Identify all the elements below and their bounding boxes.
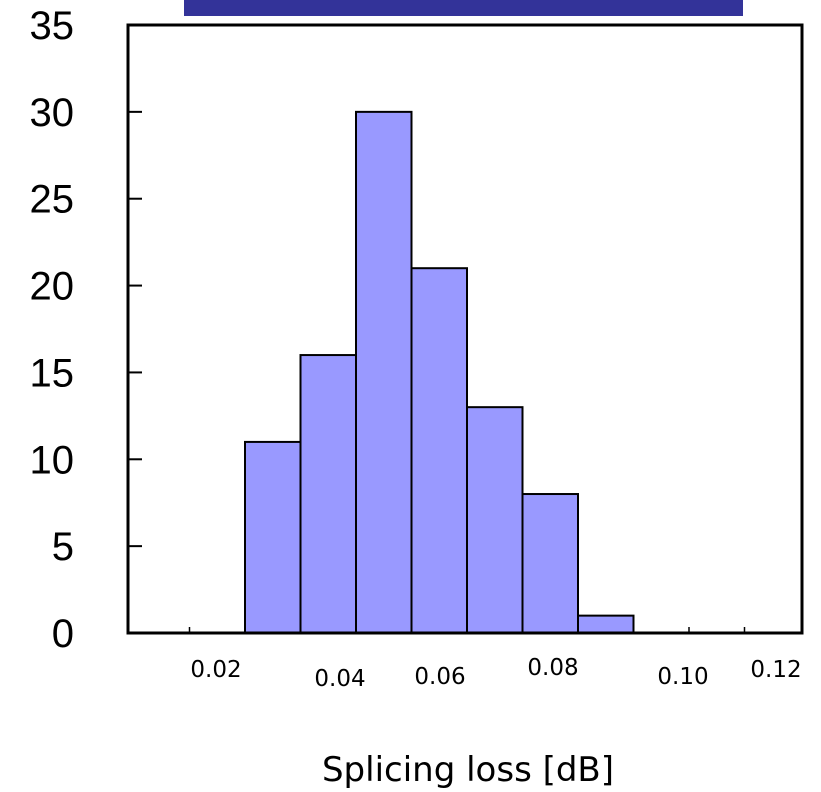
x-axis-ticks: 0.02 0.04 0.06 0.08 0.10 0.12	[188, 627, 802, 692]
y-tick-label: 15	[30, 351, 75, 395]
x-tick-label: 0.04	[314, 666, 365, 692]
histogram-bar	[355, 110, 413, 635]
plot-frame	[126, 23, 804, 635]
x-tick-label: 0.06	[414, 664, 465, 690]
y-axis-ticks: 0 5 10 15 20 25 30 35	[30, 4, 142, 656]
y-tick-label: 35	[30, 4, 75, 48]
x-tick-label: 0.10	[657, 664, 708, 690]
y-tick-label: 0	[52, 612, 74, 656]
title-banner	[184, 0, 743, 16]
x-axis-label: Splicing loss [dB]	[322, 750, 614, 790]
y-tick-label: 30	[30, 91, 75, 135]
y-tick-label: 25	[30, 178, 75, 222]
histogram-bar	[521, 493, 579, 634]
y-tick-label: 10	[30, 438, 75, 482]
x-tick-label: 0.12	[750, 657, 801, 683]
histogram-bar	[410, 267, 468, 634]
y-tick-label: 5	[52, 525, 74, 569]
histogram-bar	[577, 614, 635, 635]
histogram-bar	[299, 354, 357, 634]
histogram-bar	[244, 440, 302, 634]
x-tick-label: 0.02	[190, 657, 241, 683]
x-tick-label: 0.08	[527, 655, 578, 681]
histogram-bar	[466, 406, 524, 634]
y-tick-label: 20	[30, 265, 75, 309]
bars-group	[244, 110, 635, 635]
